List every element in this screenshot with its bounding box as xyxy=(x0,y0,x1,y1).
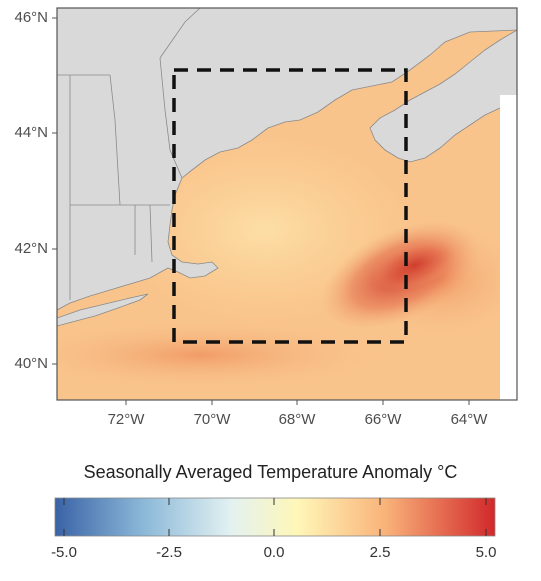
study-region-box xyxy=(172,68,408,344)
colorbar-label-high: 2.5 xyxy=(369,544,391,561)
anomaly-hotspot-core xyxy=(372,239,458,291)
land-long-island xyxy=(57,293,149,327)
lat-label-40: 40°N xyxy=(14,355,48,372)
lat-ticks xyxy=(52,17,57,365)
no-data-strip xyxy=(500,95,517,400)
lon-label-64: 64°W xyxy=(450,411,488,428)
colorbar-label-max: 5.0 xyxy=(475,544,497,561)
colorbar-label-min: -5.0 xyxy=(51,544,77,561)
lon-ticks xyxy=(125,400,470,405)
lon-label-68: 68°W xyxy=(278,411,316,428)
map-frame xyxy=(56,7,518,401)
lat-label-42: 42°N xyxy=(14,240,48,257)
lon-label-66: 66°W xyxy=(364,411,402,428)
colorbar-title: Seasonally Averaged Temperature Anomaly … xyxy=(83,462,458,482)
colorbar-ticks xyxy=(63,498,487,536)
lat-label-44: 44°N xyxy=(14,124,48,141)
colorbar-label-zero: 0.0 xyxy=(263,544,285,561)
lon-label-70: 70°W xyxy=(193,411,231,428)
anomaly-warm-band-south xyxy=(57,320,390,390)
land-nova-scotia xyxy=(369,29,517,163)
colorbar-label-low: -2.5 xyxy=(156,544,182,561)
lon-label-72: 72°W xyxy=(107,411,145,428)
lat-label-46: 46°N xyxy=(14,9,48,26)
colorbar xyxy=(54,497,496,537)
state-boundaries xyxy=(57,8,201,300)
